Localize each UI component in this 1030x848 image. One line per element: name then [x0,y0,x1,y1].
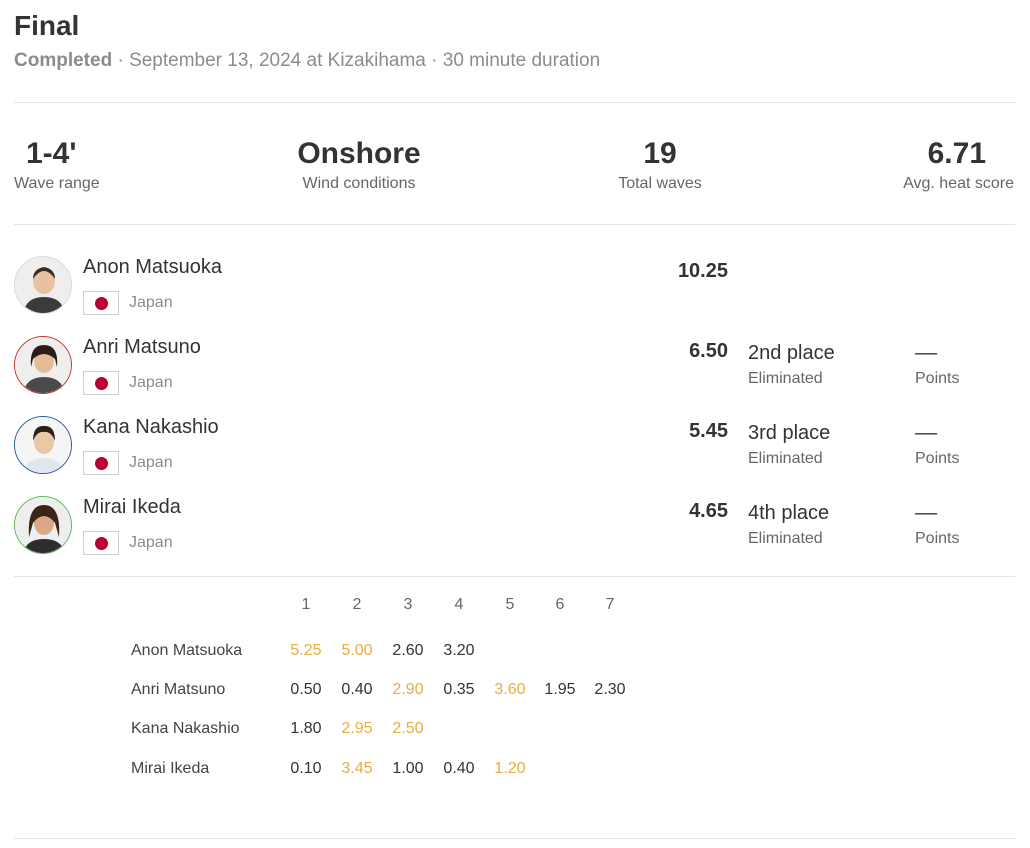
wave-column-header: 1 [301,596,311,613]
japan-flag-icon [83,531,119,555]
footer-divider [14,838,1015,839]
stat-avg-heat-score: 6.71 Avg. heat score [903,135,1014,195]
surfer-country: Japan [129,294,173,311]
wave-score-cell: 2.50 [392,720,424,737]
stat-value: 19 [643,137,677,170]
stat-value: 6.71 [927,137,986,170]
heat-score: 10.25 [677,260,728,282]
heat-status: Completed [14,50,113,71]
surfer-country: Japan [129,374,173,391]
surfer-country: Japan [129,534,173,551]
avatar [14,336,72,394]
place-result: 4th place [748,502,830,524]
wave-column-header: 2 [352,596,362,613]
heat-details: · September 13, 2024 at Kizakihama · 30 … [112,50,601,71]
wave-score-cell: 1.00 [392,760,424,777]
wave-score-cell: 0.35 [443,681,475,698]
japan-flag-icon [83,371,119,395]
stats-divider [14,224,1015,225]
stat-wind-conditions: Onshore Wind conditions [269,135,449,195]
place-status: Eliminated [748,450,823,467]
heat-title: Final [14,10,80,41]
place-result: 2nd place [748,342,835,364]
place-status: Eliminated [748,530,823,547]
stat-label: Avg. heat score [903,175,1014,192]
avatar [14,256,72,314]
points-value: –– [915,342,938,364]
stat-label: Wind conditions [302,175,416,192]
place-result: 3rd place [748,422,831,444]
heat-score: 5.45 [689,420,728,442]
heat-score: 6.50 [689,340,728,362]
wave-score-cell: 1.95 [544,681,576,698]
surfer-name: Kana Nakashio [83,416,219,438]
wave-score-cell: 2.30 [594,681,626,698]
surfer-country: Japan [129,454,173,471]
stat-wave-range: 1-4' Wave range [14,135,100,195]
wave-column-header: 3 [403,596,413,613]
wave-score-cell: 0.50 [290,681,322,698]
avatar [14,496,72,554]
wave-score-cell: 5.00 [341,642,373,659]
wave-row-name: Anri Matsuno [131,681,226,698]
surfer-name: Anri Matsuno [83,336,201,358]
wave-scores-table: 1 2 3 4 5 6 7 Anon Matsuoka 5.25 5.00 2.60 3.20 Anri… [120,590,880,780]
points-label: Points [915,370,960,387]
japan-flag-icon [83,451,119,475]
wave-score-cell: 3.60 [494,681,526,698]
stat-label: Wave range [14,175,100,192]
wave-column-header: 7 [605,596,615,613]
stat-value: Onshore [297,137,421,170]
wave-row-name: Anon Matsuoka [131,642,243,659]
wave-column-header: 6 [555,596,565,613]
avatar [14,416,72,474]
wave-score-cell: 1.20 [494,760,526,777]
wave-score-cell: 1.80 [290,720,322,737]
points-label: Points [915,530,960,547]
surfer-name: Mirai Ikeda [83,496,181,518]
wave-score-cell: 0.40 [341,681,373,698]
wave-score-cell: 3.20 [443,642,475,659]
surfer-row[interactable]: Anon Matsuoka Japan 10.25 [0,250,1030,320]
wave-score-cell: 5.25 [290,642,322,659]
wave-score-cell: 0.40 [443,760,475,777]
points-value: –– [915,502,938,524]
surfer-name: Anon Matsuoka [83,256,222,278]
surfer-row[interactable]: Anri Matsuno Japan 6.50 2nd place Elimin… [0,330,1030,400]
surfer-row[interactable]: Kana Nakashio Japan 5.45 3rd place Elimi… [0,410,1030,480]
header-divider [14,102,1015,103]
stat-total-waves: 19 Total waves [580,135,740,195]
surfer-row[interactable]: Mirai Ikeda Japan 4.65 4th place Elimina… [0,490,1030,560]
japan-flag-icon [83,291,119,315]
results-divider [14,576,1015,577]
stat-label: Total waves [618,175,702,192]
wave-row-name: Kana Nakashio [131,720,240,737]
heat-stats: 1-4' Wave range Onshore Wind conditions … [0,135,1030,205]
heat-subtitle: Completed · September 13, 2024 at Kizaki… [14,50,600,72]
stat-value: 1-4' [26,137,77,170]
wave-column-header: 4 [454,596,464,613]
wave-column-header: 5 [505,596,515,613]
wave-score-cell: 0.10 [290,760,322,777]
points-label: Points [915,450,960,467]
wave-score-cell: 3.45 [341,760,373,777]
wave-score-cell: 2.60 [392,642,424,659]
points-value: –– [915,422,938,444]
wave-row-name: Mirai Ikeda [131,760,210,777]
wave-score-cell: 2.90 [392,681,424,698]
heat-score: 4.65 [689,500,728,522]
place-status: Eliminated [748,370,823,387]
wave-score-cell: 2.95 [341,720,373,737]
